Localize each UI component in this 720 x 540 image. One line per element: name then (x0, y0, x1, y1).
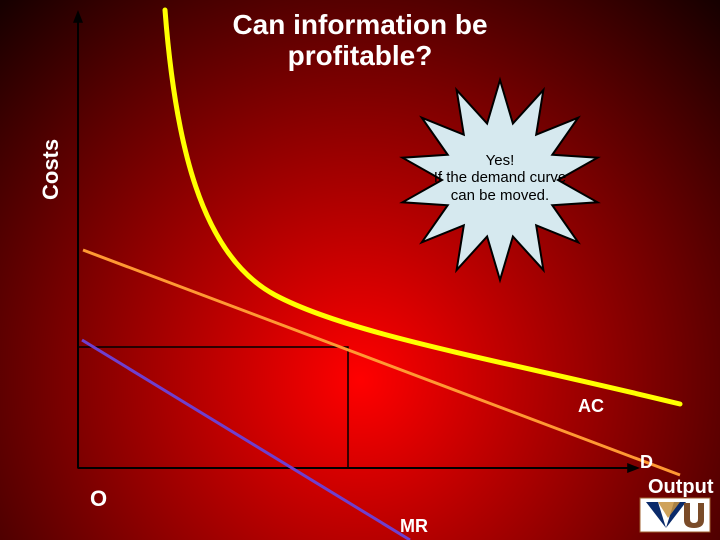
background (0, 0, 720, 540)
origin-label: O (90, 486, 107, 512)
chart-title: Can information be profitable? (0, 10, 720, 72)
callout-text: Yes! If the demand curve can be moved. (422, 152, 578, 204)
y-axis-label: Costs (38, 139, 64, 200)
x-axis-label: Output (648, 476, 714, 499)
ac-curve-label: AC (578, 396, 604, 417)
d-curve-label: D (640, 452, 653, 473)
vu-logo (640, 498, 710, 532)
mr-curve-label: MR (400, 516, 428, 537)
